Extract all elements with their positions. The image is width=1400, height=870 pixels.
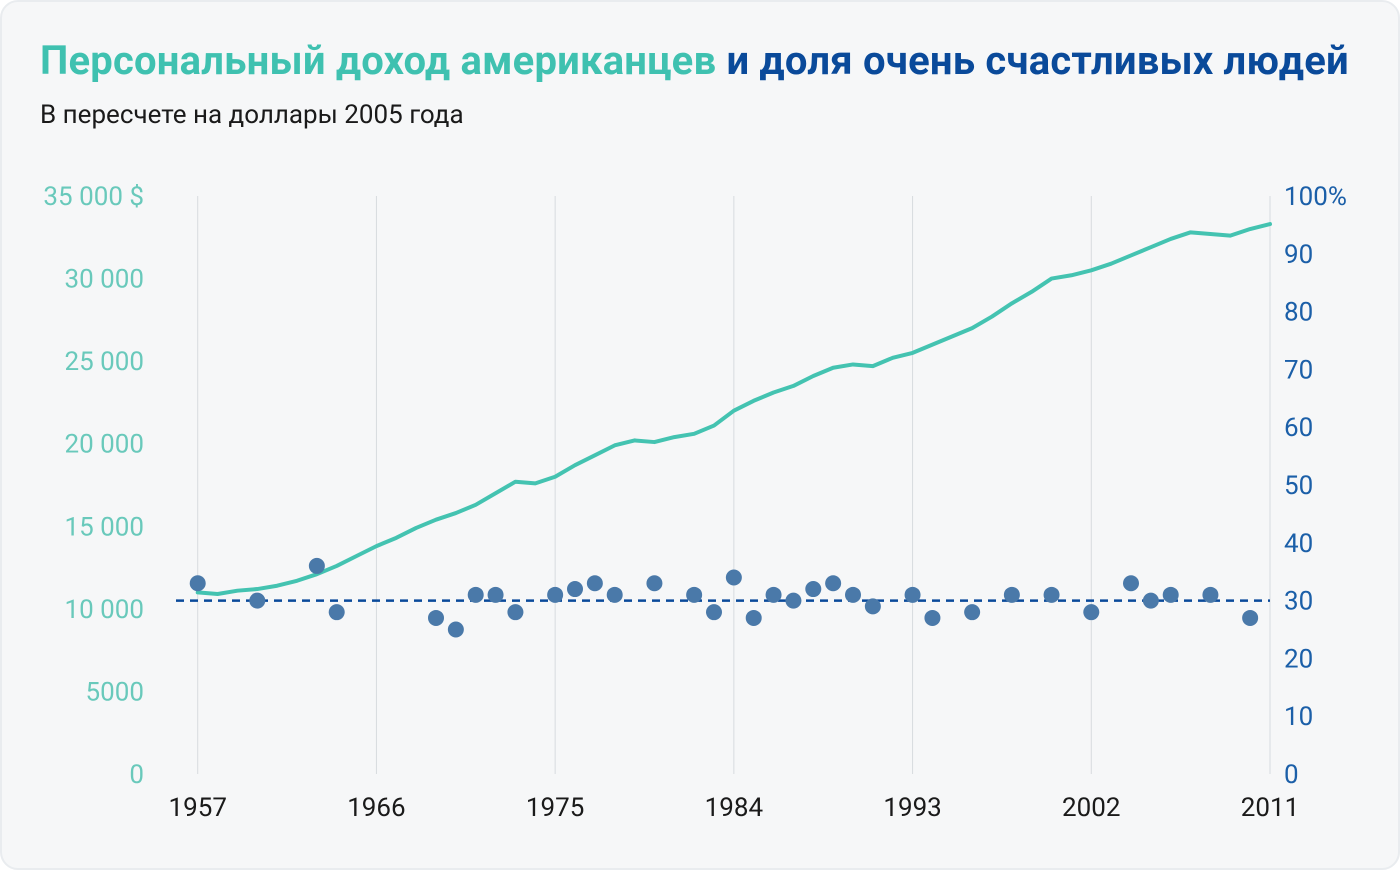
x-tick: 1993 [883,793,941,823]
y-left-tick: 15 000 [64,512,144,542]
x-tick: 1984 [705,793,764,823]
happiness-dot [1163,587,1179,603]
happiness-dot [448,622,464,638]
happiness-dot [488,587,504,603]
happiness-dot [329,604,345,620]
chart-plot: 0 5000 10 000 15 000 20 000 25 000 30 000 35 00… [40,184,1360,840]
happiness-dot [825,575,841,591]
happiness-dot [309,558,325,574]
y-right-tick: 10 [1284,702,1313,732]
y-left-tick: 0 [129,760,144,790]
happiness-dot [785,593,801,609]
y-left-tick: 30 000 [64,265,144,295]
y-right-tick: 70 [1284,355,1313,385]
title-part-income: Персональный доход американцев [40,37,716,84]
happiness-dot [607,587,623,603]
happiness-dot [726,569,742,585]
y-right-tick: 50 [1284,471,1313,501]
y-left-tick: 10 000 [64,595,144,625]
happiness-dot [746,610,762,626]
happiness-dot [686,587,702,603]
x-axis: 1957 1966 1975 1984 1993 2002 2011 [168,793,1299,823]
happiness-dot [1202,587,1218,603]
happiness-dot [865,598,881,614]
happiness-dot [646,575,662,591]
title-part-happiness: и доля очень счастливых людей [716,37,1349,84]
chart-svg: 0 5000 10 000 15 000 20 000 25 000 30 000 35 00… [40,184,1360,840]
happiness-dot [249,593,265,609]
happiness-dot [428,610,444,626]
y-right-tick: 60 [1284,413,1313,443]
y-left-tick: 25 000 [64,347,144,377]
x-tick: 1957 [168,793,226,823]
y-axis-right: 0 10 20 30 40 50 60 70 80 90 100% [1284,184,1347,790]
happiness-dot [468,587,484,603]
happiness-dot [924,610,940,626]
happiness-dot [805,581,821,597]
chart-subtitle: В пересчете на доллары 2005 года [40,100,1360,130]
happiness-dot [964,604,980,620]
happiness-dot [905,587,921,603]
y-right-tick: 30 [1284,587,1313,617]
y-left-tick: 20 000 [64,430,144,460]
happiness-dot [547,587,563,603]
happiness-dot [1242,610,1258,626]
happiness-dot [845,587,861,603]
y-right-tick: 100% [1284,184,1347,212]
happiness-dot [1044,587,1060,603]
happiness-dot [1123,575,1139,591]
x-tick: 2011 [1241,793,1299,823]
y-axis-left: 0 5000 10 000 15 000 20 000 25 000 30 000 35 00… [43,184,144,790]
y-left-tick: 35 000 $ [43,184,144,212]
happiness-dot [766,587,782,603]
happiness-dot [706,604,722,620]
chart-card: Персональный доход американцев и доля оч… [0,0,1400,870]
x-tick: 2002 [1062,793,1120,823]
happiness-dot [1083,604,1099,620]
happiness-dot [190,575,206,591]
y-right-tick: 0 [1284,760,1299,790]
y-right-tick: 40 [1284,529,1313,559]
happiness-dot [587,575,603,591]
y-left-tick: 5000 [86,677,144,707]
y-right-tick: 80 [1284,298,1313,328]
y-right-tick: 20 [1284,644,1313,674]
x-tick: 1966 [347,793,405,823]
happiness-dot [1004,587,1020,603]
y-right-tick: 90 [1284,240,1313,270]
happiness-dot [1143,593,1159,609]
x-tick: 1975 [526,793,584,823]
chart-title: Персональный доход американцев и доля оч… [40,36,1360,86]
happiness-dot [507,604,523,620]
happiness-dot [567,581,583,597]
